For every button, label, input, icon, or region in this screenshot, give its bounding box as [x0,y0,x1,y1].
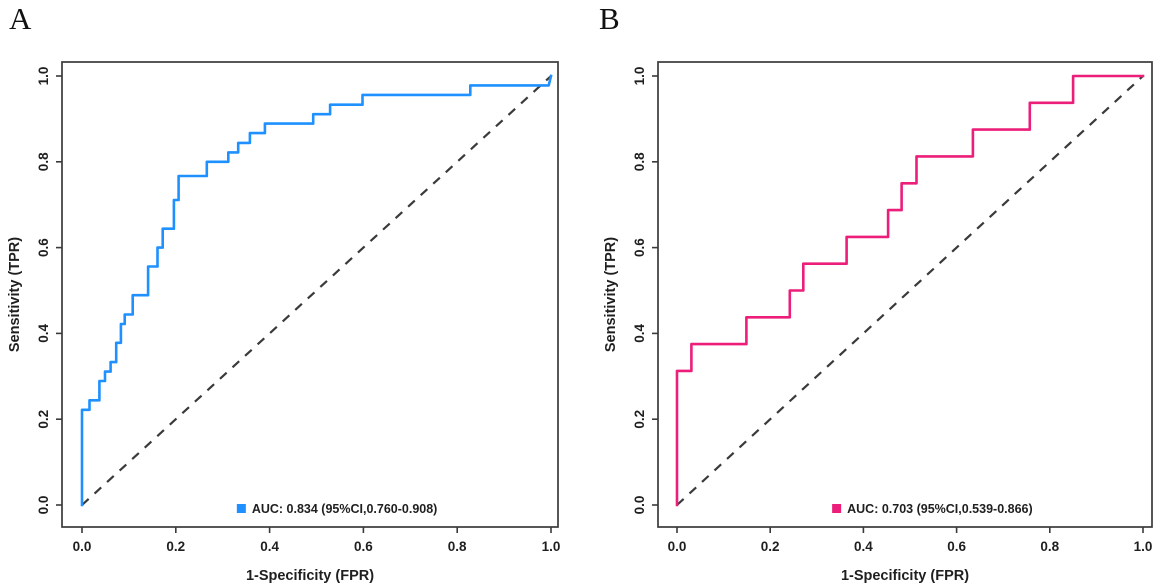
plot-box [657,61,1153,528]
x-axis-title: 1-Specificity (FPR) [246,568,374,584]
y-tick-label: 0.2 [36,410,51,429]
x-axis-title: 1-Specificity (FPR) [841,568,969,584]
y-tick-label: 1.0 [632,67,647,86]
legend-marker-square [832,504,842,513]
legend-auc-label: AUC: 0.834 (95%CI,0.760-0.908) [252,502,438,516]
chance-diagonal-line [81,75,552,506]
panel-b-label: B [599,1,620,36]
chance-diagonal-line [676,75,1144,506]
x-tick-label: 1.0 [542,539,561,554]
panel-a-label: A [9,1,32,36]
roc-curve [675,74,1145,507]
x-tick-label: 0.6 [947,539,966,554]
y-tick-label: 0.6 [36,238,51,257]
x-tick-label: 0.8 [448,539,467,554]
x-tick-label: 0.6 [354,539,373,554]
y-tick-label: 0.2 [632,410,647,429]
x-tick-label: 0.4 [260,539,279,554]
y-tick-label: 0.4 [36,324,51,343]
plot-box [61,61,559,528]
x-tick-label: 0.2 [166,539,185,554]
y-axis-title: Sensitivity (TPR) [7,237,23,352]
legend-auc-label: AUC: 0.703 (95%CI,0.539-0.866) [847,502,1033,516]
x-tick-label: 0.2 [761,539,780,554]
x-tick-label: 0.0 [668,539,687,554]
y-tick-label: 0.6 [632,238,647,257]
y-tick-label: 0.4 [632,324,647,343]
y-tick-label: 0.8 [632,152,647,171]
legend-marker-square [236,504,246,513]
y-tick-label: 0.8 [36,152,51,171]
roc-chart-b: 0.0 0.2 0.4 0.6 0.8 1.0 0.0 0.2 0.4 0.6 0.8 1.0 1-Sp… [603,61,1153,584]
y-axis-title: Sensitivity (TPR) [603,237,619,352]
x-tick-label: 0.4 [854,539,873,554]
x-tick-label: 0.0 [73,539,92,554]
x-tick-label: 0.8 [1040,539,1059,554]
roc-chart-a: 0.0 0.2 0.4 0.6 0.8 1.0 0.0 0.2 0.4 0.6 0.8 1.0 1-Sp… [7,61,561,584]
x-tick-label: 1.0 [1134,539,1153,554]
y-tick-label: 0.0 [36,496,51,515]
roc-curve [80,74,553,507]
y-tick-label: 0.0 [632,496,647,515]
y-tick-label: 1.0 [36,67,51,86]
